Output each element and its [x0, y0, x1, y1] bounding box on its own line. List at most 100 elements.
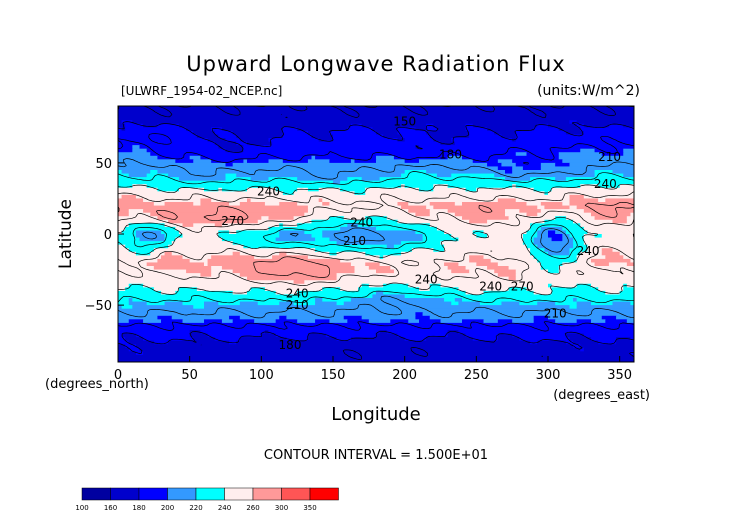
heatmap-cell: [236, 230, 280, 235]
heatmap-cell: [247, 141, 273, 146]
heatmap-cell: [168, 340, 230, 345]
heatmap-cell: [512, 159, 563, 164]
heatmap-cell: [178, 287, 198, 292]
contour-label: 270: [221, 214, 244, 228]
heatmap-cell: [211, 255, 255, 260]
heatmap-cell: [379, 262, 445, 267]
contour-label: 240: [415, 273, 438, 287]
heatmap-cell: [247, 276, 338, 281]
heatmap-cell: [315, 319, 331, 324]
heatmap-cell: [483, 319, 499, 324]
heatmap-cell: [175, 290, 234, 296]
heatmap-cell: [386, 244, 395, 249]
heatmap-cell: [118, 262, 148, 267]
heatmap-cell: [343, 301, 452, 306]
heatmap-cell: [336, 337, 352, 342]
heatmap-cell: [193, 202, 202, 207]
heatmap-cell: [583, 226, 634, 232]
contour-line: [118, 183, 634, 297]
heatmap-cell: [282, 130, 309, 136]
heatmap-cell: [304, 212, 417, 217]
heatmap-cell: [247, 290, 277, 296]
heatmap-cell: [282, 134, 313, 139]
heatmap-cell: [143, 198, 202, 203]
heatmap-cell: [329, 216, 345, 221]
heatmap-cell: [118, 212, 130, 217]
heatmap-cell: [619, 184, 634, 189]
heatmap-cell: [429, 202, 456, 207]
heatmap-cell: [118, 223, 130, 228]
heatmap-cell: [404, 138, 434, 143]
heatmap-cell: [526, 230, 538, 235]
heatmap-cell: [200, 202, 230, 207]
heatmap-cell: [361, 177, 381, 182]
heatmap-cell: [508, 276, 517, 281]
heatmap-cell: [118, 155, 159, 160]
heatmap-cell: [626, 216, 634, 221]
heatmap-cell: [591, 337, 617, 342]
heatmap-cell: [221, 319, 234, 324]
heatmap-cell: [562, 159, 634, 164]
heatmap-cell: [469, 130, 495, 136]
y-axis-label: Latitude: [56, 199, 76, 269]
heatmap-cell: [548, 234, 563, 239]
heatmap-cell: [261, 333, 277, 338]
heatmap-cell: [497, 333, 513, 338]
heatmap-cell: [497, 262, 542, 267]
heatmap-cell: [415, 230, 445, 235]
heatmap-cell: [626, 319, 634, 324]
contour-line: [118, 191, 634, 286]
heatmap-cell: [372, 127, 399, 132]
heatmap-cell: [497, 337, 520, 342]
heatmap-cell: [161, 255, 184, 260]
heatmap-cell: [429, 212, 456, 217]
heatmap-cell: [354, 269, 377, 274]
heatmap-cell: [243, 244, 388, 249]
heatmap-cell: [540, 262, 563, 267]
heatmap-cell: [454, 141, 634, 146]
colorbar-label: 180: [132, 504, 145, 512]
heatmap-cell: [583, 347, 634, 352]
heatmap-cell: [307, 130, 331, 136]
heatmap-cell: [630, 337, 634, 342]
heatmap-cell: [118, 184, 133, 189]
heatmap-cell: [490, 258, 538, 264]
heatmap-cell: [465, 266, 488, 271]
heatmap-cell: [623, 173, 634, 178]
heatmap-cell: [540, 266, 560, 271]
heatmap-cell: [612, 248, 634, 253]
heatmap-cell: [264, 202, 280, 207]
heatmap-cell: [118, 298, 130, 303]
heatmap-cell: [225, 138, 241, 143]
heatmap-cell: [211, 266, 223, 271]
heatmap-cell: [125, 226, 176, 232]
heatmap-cell: [451, 173, 495, 178]
heatmap-cell: [383, 290, 467, 296]
heatmap-cell: [322, 198, 499, 203]
heatmap-cell: [157, 258, 191, 264]
heatmap-cell: [200, 198, 212, 203]
heatmap-cell: [193, 130, 216, 136]
heatmap-cell: [526, 244, 538, 249]
contour-line: [118, 133, 634, 332]
heatmap-cell: [293, 191, 356, 196]
heatmap-cell: [537, 234, 549, 239]
heatmap-cell: [336, 251, 366, 256]
heatmap-cell: [530, 248, 546, 253]
heatmap-cell: [419, 187, 434, 192]
heatmap-cell: [322, 287, 341, 292]
heatmap-cell: [268, 159, 284, 164]
heatmap-cell: [497, 166, 513, 171]
heatmap-cell: [573, 219, 614, 224]
heatmap-cell: [401, 134, 431, 139]
heatmap-cell: [376, 290, 384, 296]
heatmap-cell: [365, 187, 420, 192]
heatmap-cell: [555, 301, 578, 306]
heatmap-cell: [118, 315, 159, 320]
heatmap-cell: [451, 138, 513, 143]
heatmap-cell: [322, 298, 352, 303]
heatmap-cell: [630, 258, 634, 264]
heatmap-cell: [189, 258, 209, 264]
contour-label: 240: [479, 280, 502, 294]
heatmap-cell: [239, 202, 266, 207]
